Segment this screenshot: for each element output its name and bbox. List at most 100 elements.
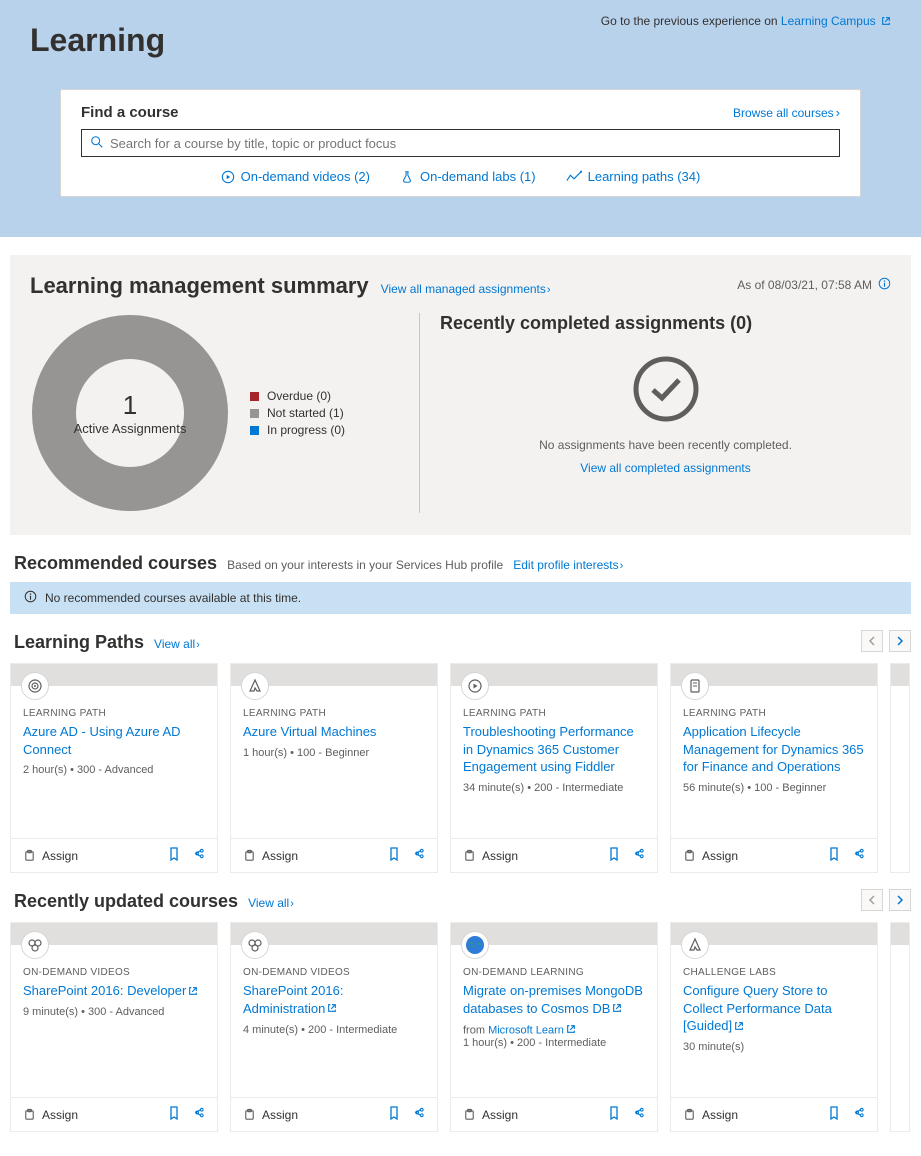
course-card: LEARNING PATHAzure AD - Using Azure AD C… <box>10 663 218 873</box>
bookmark-icon[interactable] <box>388 1106 400 1123</box>
card-title-link[interactable]: SharePoint 2016: Administration <box>243 982 425 1018</box>
share-icon[interactable] <box>852 1106 865 1123</box>
view-all-assignments-link[interactable]: View all managed assignments <box>381 282 551 296</box>
on-demand-videos-link[interactable]: On-demand videos (2) <box>221 169 370 184</box>
card-header <box>451 923 657 945</box>
check-circle-icon <box>631 354 701 424</box>
recently-updated-view-all[interactable]: View all <box>248 896 294 910</box>
card-category: LEARNING PATH <box>683 708 865 719</box>
card-title-link[interactable]: Application Lifecycle Management for Dyn… <box>683 723 865 776</box>
card-category: LEARNING PATH <box>243 708 425 719</box>
card-header <box>671 923 877 945</box>
card-type-icon <box>241 672 269 700</box>
bookmark-icon[interactable] <box>388 847 400 864</box>
recommended-section: Recommended courses Based on your intere… <box>0 535 921 614</box>
assign-button[interactable]: Assign <box>243 1108 298 1122</box>
card-title-link[interactable]: Configure Query Store to Collect Perform… <box>683 982 865 1035</box>
course-card-partial <box>890 663 910 873</box>
card-type-icon <box>241 931 269 959</box>
bookmark-icon[interactable] <box>608 1106 620 1123</box>
paths-prev-button[interactable] <box>861 630 883 652</box>
assign-button[interactable]: Assign <box>463 1108 518 1122</box>
external-link-icon <box>566 1024 576 1037</box>
search-icon <box>90 135 110 152</box>
share-icon[interactable] <box>192 847 205 864</box>
card-title-link[interactable]: Troubleshooting Performance in Dynamics … <box>463 723 645 776</box>
learning-paths-view-all[interactable]: View all <box>154 637 200 651</box>
share-icon[interactable] <box>412 847 425 864</box>
recently-completed-panel: Recently completed assignments (0) No as… <box>420 313 891 513</box>
course-card: ON-DEMAND VIDEOS SharePoint 2016: Adminis… <box>230 922 438 1132</box>
recently-updated-heading: Recently updated courses <box>14 891 238 912</box>
card-header <box>671 664 877 686</box>
card-meta: 9 minute(s) • 300 - Advanced <box>23 1006 205 1018</box>
bookmark-icon[interactable] <box>168 1106 180 1123</box>
as-of-timestamp: As of 08/03/21, 07:58 AM <box>737 277 891 293</box>
on-demand-labs-link[interactable]: On-demand labs (1) <box>400 169 536 184</box>
share-icon[interactable] <box>632 847 645 864</box>
card-title-link[interactable]: Azure Virtual Machines <box>243 723 425 741</box>
recent-prev-button[interactable] <box>861 889 883 911</box>
bookmark-icon[interactable] <box>608 847 620 864</box>
recent-next-button[interactable] <box>889 889 911 911</box>
assign-button[interactable]: Assign <box>683 849 738 863</box>
assign-button[interactable]: Assign <box>243 849 298 863</box>
no-completed-text: No assignments have been recently comple… <box>440 438 891 452</box>
prev-text: Go to the previous experience on <box>601 14 781 28</box>
learning-paths-section: Learning Paths View all LEARNING PATHAzu… <box>0 614 921 873</box>
browse-all-courses-link[interactable]: Browse all courses <box>733 105 840 120</box>
donut-legend: Overdue (0) Not started (1) In progress … <box>250 386 345 440</box>
share-icon[interactable] <box>192 1106 205 1123</box>
learning-paths-heading: Learning Paths <box>14 632 144 653</box>
card-category: ON-DEMAND VIDEOS <box>243 967 425 978</box>
card-meta: 56 minute(s) • 100 - Beginner <box>683 782 865 794</box>
active-count: 1 <box>123 390 137 421</box>
learning-management-summary: Learning management summary View all man… <box>10 255 911 535</box>
learning-paths-link[interactable]: Learning paths (34) <box>566 169 701 184</box>
card-header <box>11 664 217 686</box>
course-search-input[interactable] <box>110 136 831 151</box>
card-title-link[interactable]: SharePoint 2016: Developer <box>23 982 205 1000</box>
card-type-icon <box>681 672 709 700</box>
info-icon[interactable] <box>878 277 891 293</box>
assign-button[interactable]: Assign <box>23 849 78 863</box>
play-circle-icon <box>221 170 235 184</box>
paths-next-button[interactable] <box>889 630 911 652</box>
recently-completed-heading: Recently completed assignments (0) <box>440 313 891 334</box>
source-link[interactable]: Microsoft Learn <box>488 1024 564 1036</box>
search-box[interactable] <box>81 129 840 157</box>
edit-profile-interests-link[interactable]: Edit profile interests <box>513 558 623 572</box>
card-title-link[interactable]: Azure AD - Using Azure AD Connect <box>23 723 205 758</box>
share-icon[interactable] <box>852 847 865 864</box>
card-header <box>231 664 437 686</box>
card-type-icon <box>681 931 709 959</box>
card-meta: 2 hour(s) • 300 - Advanced <box>23 764 205 776</box>
bookmark-icon[interactable] <box>828 847 840 864</box>
recommended-heading: Recommended courses <box>14 553 217 574</box>
external-link-icon <box>734 1018 744 1036</box>
share-icon[interactable] <box>412 1106 425 1123</box>
course-card: ON-DEMAND VIDEOSSharePoint 2016: Develop… <box>10 922 218 1132</box>
view-completed-link[interactable]: View all completed assignments <box>580 461 751 475</box>
bookmark-icon[interactable] <box>168 847 180 864</box>
find-course-card: Find a course Browse all courses On-dema… <box>60 89 861 197</box>
previous-experience-note: Go to the previous experience on Learnin… <box>601 14 891 29</box>
assign-button[interactable]: Assign <box>683 1108 738 1122</box>
legend-not-started: Not started (1) <box>250 406 345 420</box>
assignments-donut-chart: 1 Active Assignments <box>30 313 230 513</box>
bookmark-icon[interactable] <box>828 1106 840 1123</box>
share-icon[interactable] <box>632 1106 645 1123</box>
quick-links: On-demand videos (2) On-demand labs (1) … <box>81 169 840 184</box>
assign-button[interactable]: Assign <box>463 849 518 863</box>
assign-button[interactable]: Assign <box>23 1108 78 1122</box>
course-card: LEARNING PATH Azure Virtual Machines 1 hou… <box>230 663 438 873</box>
info-icon <box>24 590 37 606</box>
external-link-icon <box>327 1000 337 1018</box>
find-heading: Find a course <box>81 104 179 121</box>
course-card: CHALLENGE LABSConfigure Query Store to C… <box>670 922 878 1132</box>
learning-campus-link[interactable]: Learning Campus <box>781 14 891 28</box>
course-card-partial <box>890 922 910 1132</box>
card-title-link[interactable]: Migrate on-premises MongoDB databases to… <box>463 982 645 1018</box>
legend-overdue: Overdue (0) <box>250 389 345 403</box>
card-meta: 1 hour(s) • 100 - Beginner <box>243 747 425 759</box>
